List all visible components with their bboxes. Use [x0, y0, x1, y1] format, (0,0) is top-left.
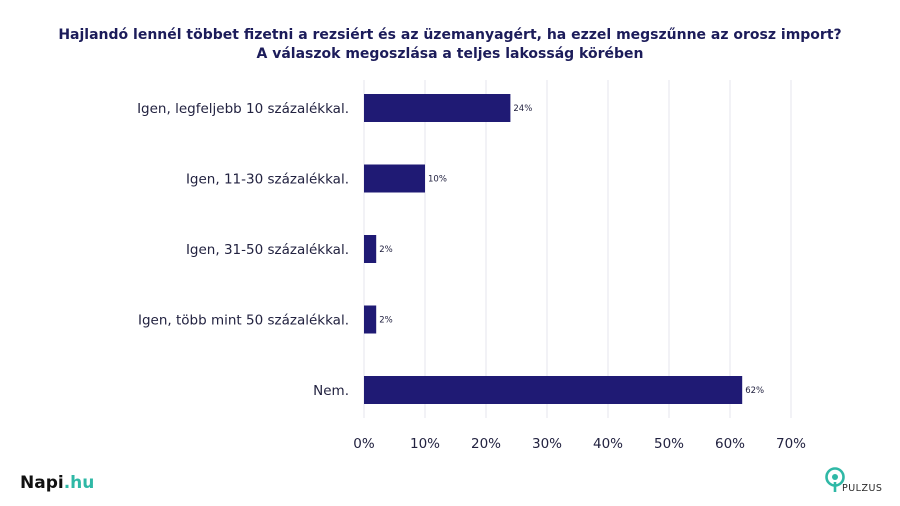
category-label: Igen, 11-30 százalékkal.	[186, 172, 349, 188]
napi-logo-text: Napi	[20, 473, 64, 493]
bar	[364, 376, 743, 404]
x-tick-label: 60%	[715, 436, 745, 452]
x-tick-label: 30%	[532, 436, 562, 452]
x-tick-label: 40%	[593, 436, 623, 452]
chart-subtitle: A válaszok megoszlása a teljes lakosság …	[256, 46, 644, 62]
chart-title-line1: Hajlandó lennél többet fizetni a rezsiér…	[58, 27, 842, 43]
bar-data-label: 2%	[379, 316, 393, 326]
bar-data-label: 10%	[428, 175, 447, 185]
category-labels: Igen, legfeljebb 10 százalékkal. Igen, 11…	[137, 101, 349, 399]
bar-data-label: 2%	[379, 245, 393, 255]
x-tick-label: 20%	[471, 436, 501, 452]
napi-logo-accent: .hu	[63, 473, 95, 493]
category-label: Nem.	[313, 383, 349, 399]
pulzus-mark-icon	[825, 467, 845, 492]
category-label: Igen, legfeljebb 10 százalékkal.	[137, 101, 349, 117]
bar-data-label: 62%	[745, 386, 764, 396]
pulzus-logo: PULZUS	[824, 464, 894, 498]
pulzus-logo-text: PULZUS	[842, 483, 883, 494]
category-label: Igen, több mint 50 százalékkal.	[138, 313, 349, 329]
bars: 24% 10% 2% 2% 62%	[364, 94, 764, 404]
x-tick-label: 10%	[410, 436, 440, 452]
x-tick-label: 0%	[353, 436, 375, 452]
bar	[364, 164, 425, 193]
bar-data-label: 24%	[513, 104, 532, 114]
category-label: Igen, 31-50 százalékkal.	[186, 242, 349, 258]
chart-title: Hajlandó lennél többet fizetni a rezsiér…	[0, 26, 900, 64]
x-tick-label: 50%	[654, 436, 684, 452]
bar	[364, 94, 511, 122]
grid-lines	[363, 80, 792, 418]
x-tick-label: 70%	[776, 436, 806, 452]
bar	[364, 305, 377, 334]
bar	[364, 235, 377, 263]
napi-hu-logo: Napi.hu	[20, 473, 94, 493]
x-axis-ticks: 0% 10% 20% 30% 40% 50% 60% 70%	[353, 436, 806, 452]
